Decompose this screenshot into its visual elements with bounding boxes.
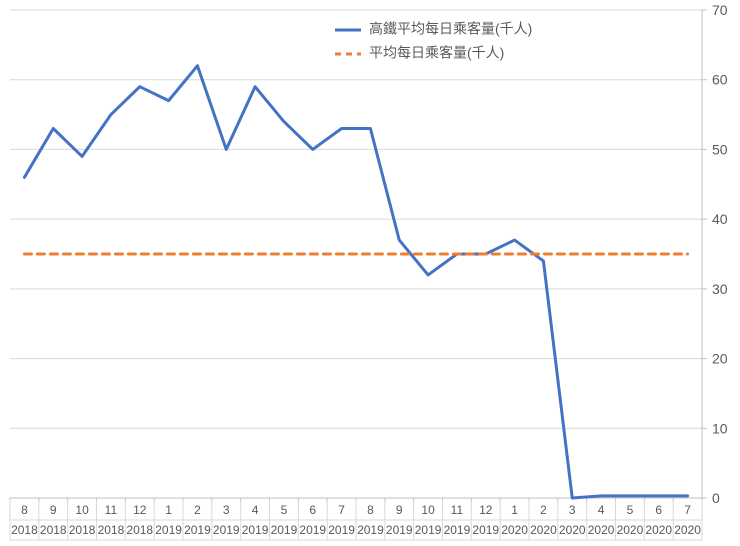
legend-label: 高鐵平均每日乘客量(千人) — [369, 21, 532, 37]
x-tick-label-year: 2019 — [472, 523, 499, 537]
x-tick-label-year: 2019 — [357, 523, 384, 537]
x-tick-label-year: 2019 — [328, 523, 355, 537]
x-tick-label-year: 2018 — [40, 523, 67, 537]
x-tick-label-month: 1 — [165, 503, 172, 517]
x-tick-label-year: 2020 — [645, 523, 672, 537]
x-tick-label-year: 2019 — [213, 523, 240, 537]
x-tick-label-month: 2 — [194, 503, 201, 517]
y-tick-label: 20 — [712, 351, 728, 367]
x-tick-label-year: 2020 — [617, 523, 644, 537]
x-tick-label-month: 1 — [511, 503, 518, 517]
x-tick-label-year: 2019 — [444, 523, 471, 537]
chart-bg — [0, 0, 740, 546]
y-tick-label: 50 — [712, 141, 728, 157]
x-tick-label-month: 11 — [451, 503, 464, 517]
x-tick-label-year: 2019 — [184, 523, 211, 537]
x-tick-label-year: 2020 — [530, 523, 557, 537]
x-tick-label-year: 2018 — [69, 523, 96, 537]
y-tick-label: 30 — [712, 281, 728, 297]
y-tick-label: 10 — [712, 420, 728, 436]
x-tick-label-month: 6 — [655, 503, 662, 517]
x-tick-label-month: 9 — [396, 503, 403, 517]
line-chart: 0102030405060708201892018102018112018122… — [0, 0, 740, 546]
x-tick-label-month: 10 — [75, 503, 89, 517]
x-tick-label-month: 12 — [133, 503, 147, 517]
x-tick-label-year: 2020 — [674, 523, 701, 537]
x-tick-label-year: 2019 — [415, 523, 442, 537]
x-tick-label-year: 2020 — [588, 523, 615, 537]
x-tick-label-month: 7 — [338, 503, 345, 517]
x-tick-label-year: 2019 — [242, 523, 269, 537]
y-tick-label: 0 — [712, 490, 720, 506]
x-tick-label-month: 3 — [569, 503, 576, 517]
y-tick-label: 40 — [712, 211, 728, 227]
x-tick-label-year: 2019 — [299, 523, 326, 537]
x-tick-label-year: 2018 — [98, 523, 125, 537]
x-tick-label-year: 2019 — [155, 523, 182, 537]
x-tick-label-month: 10 — [421, 503, 435, 517]
x-tick-label-month: 8 — [367, 503, 374, 517]
x-tick-label-month: 6 — [309, 503, 316, 517]
x-tick-label-month: 11 — [105, 503, 118, 517]
x-tick-label-month: 5 — [281, 503, 288, 517]
x-tick-label-year: 2019 — [271, 523, 298, 537]
x-tick-label-year: 2020 — [501, 523, 528, 537]
chart-container: 0102030405060708201892018102018112018122… — [0, 0, 740, 546]
x-tick-label-month: 7 — [684, 503, 691, 517]
y-tick-label: 60 — [712, 72, 728, 88]
x-tick-label-year: 2018 — [11, 523, 38, 537]
x-tick-label-month: 2 — [540, 503, 547, 517]
x-tick-label-year: 2020 — [559, 523, 586, 537]
x-tick-label-month: 4 — [598, 503, 605, 517]
legend-label: 平均每日乘客量(千人) — [369, 45, 504, 61]
y-tick-label: 70 — [712, 2, 728, 18]
x-tick-label-month: 3 — [223, 503, 230, 517]
x-tick-label-month: 8 — [21, 503, 28, 517]
x-tick-label-month: 5 — [627, 503, 634, 517]
x-tick-label-month: 4 — [252, 503, 259, 517]
x-tick-label-year: 2019 — [386, 523, 413, 537]
x-tick-label-month: 12 — [479, 503, 493, 517]
x-tick-label-month: 9 — [50, 503, 57, 517]
x-tick-label-year: 2018 — [126, 523, 153, 537]
